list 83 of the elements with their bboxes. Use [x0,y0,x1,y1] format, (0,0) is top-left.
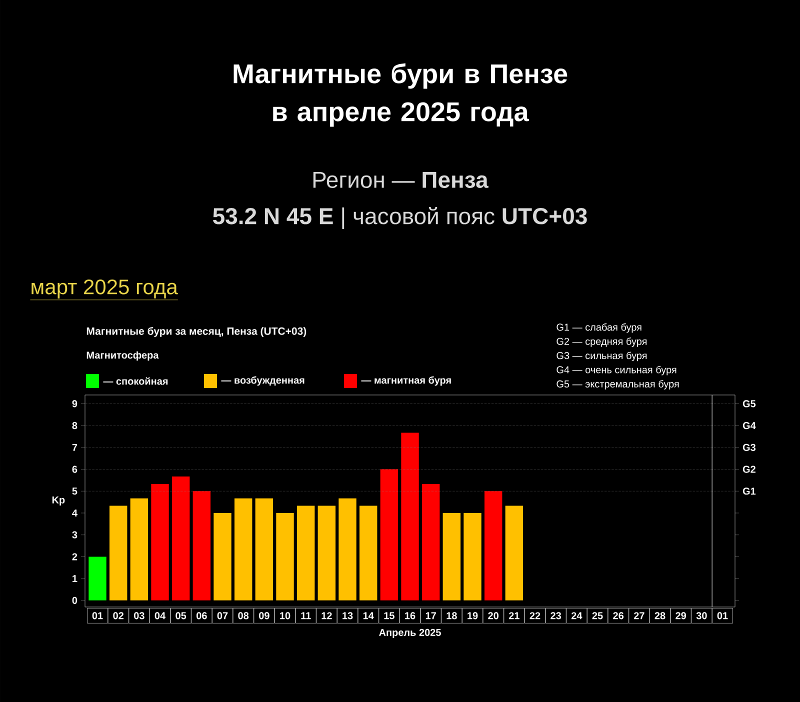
ref-line-label: G4 [742,422,756,430]
x-tick-label: 01 [92,612,103,620]
x-tick-label: 14 [363,612,374,620]
y-tick-label: 8 [72,422,78,430]
y-axis-title: Kp [52,496,65,506]
x-tick-label: 22 [530,612,540,620]
text: 53.2 N 45 E | часовой пояс UTC+03 [213,207,587,229]
bar [130,498,148,600]
x-tick-label: 25 [592,612,603,620]
y-tick-label: 3 [72,531,78,538]
bar [359,506,378,600]
ref-line-label: G2 [742,466,756,473]
bar [109,506,128,600]
bar [234,498,252,600]
bar [192,491,211,600]
text: G5 — экстремальная буря [556,380,679,390]
x-tick-label: 30 [696,612,707,620]
text: Магнитные бури за месяц, Пенза (UTC+03) [86,327,306,337]
x-tick-label: 12 [322,612,332,620]
x-tick-label: 19 [468,612,478,620]
bar [276,513,294,600]
legend-label: — спокойная [103,377,168,385]
x-tick-label: 23 [550,612,562,620]
text: G3 — сильная буря [556,352,647,362]
text: G1 — слабая буря [556,323,642,333]
bar [484,491,502,600]
y-tick-label: 4 [72,510,78,516]
y-tick-label: 0 [72,596,78,604]
x-tick-label: 05 [176,612,186,620]
bar [255,498,274,600]
x-tick-label: 11 [301,612,311,620]
x-tick-label: 24 [571,612,582,620]
legend-label: — возбужденная [221,376,304,386]
x-tick-label: 09 [259,612,270,620]
ref-line-label: G1 [742,488,756,495]
x-tick-label: 10 [280,612,290,620]
x-axis-title: Апрель 2025 [379,628,441,638]
x-tick-label: 21 [508,612,520,620]
x-tick-label: 08 [238,612,249,620]
bar [296,506,315,600]
x-tick-label: 17 [426,612,436,620]
x-tick-label: 06 [196,612,207,620]
bar [422,484,440,600]
x-tick-label: 15 [384,612,394,620]
x-tick-label: 29 [676,612,686,620]
x-tick-label: 03 [134,612,144,620]
bar [505,506,524,600]
x-tick-label: 26 [613,612,624,620]
chart-title: Магнитные бури в Пензе в апреле 2025 года [234,63,568,127]
text: G2 — средняя буря [556,337,647,347]
y-tick-label: 5 [72,488,78,495]
x-tick-label: 02 [113,612,124,620]
x-tick-label: 28 [654,612,666,620]
bar [338,498,356,600]
bar [214,513,232,600]
y-tick-label: 6 [72,466,78,473]
x-tick-label: 27 [634,612,644,620]
bar [380,469,398,600]
bar [442,513,461,600]
x-tick-label: 16 [405,612,416,620]
x-tick-label: 20 [488,612,498,620]
y-tick-label: 9 [72,400,78,408]
x-tick-label: 18 [446,612,457,620]
y-tick-label: 7 [72,444,78,451]
x-tick-label: 04 [154,612,166,620]
text: март 2025 года [32,279,178,299]
y-tick-label: 2 [72,553,78,560]
bar [401,432,419,600]
bar [464,513,482,600]
text: G4 — очень сильная буря [556,366,676,376]
ref-line-label: G5 [742,400,756,408]
x-tick-label: 01 [717,612,728,620]
x-tick-label: 07 [217,612,228,620]
legend-label: — магнитная буря [361,376,451,386]
legend-title: Магнитосфера [86,351,159,361]
bar [88,556,106,600]
bar [318,506,336,600]
bar [151,484,169,600]
bar [172,476,190,600]
y-tick-label: 1 [72,575,78,582]
x-tick-label: 13 [342,612,353,620]
chart-subtitle: Регион — Пенза [313,172,488,188]
ref-line-label: G3 [742,444,756,451]
